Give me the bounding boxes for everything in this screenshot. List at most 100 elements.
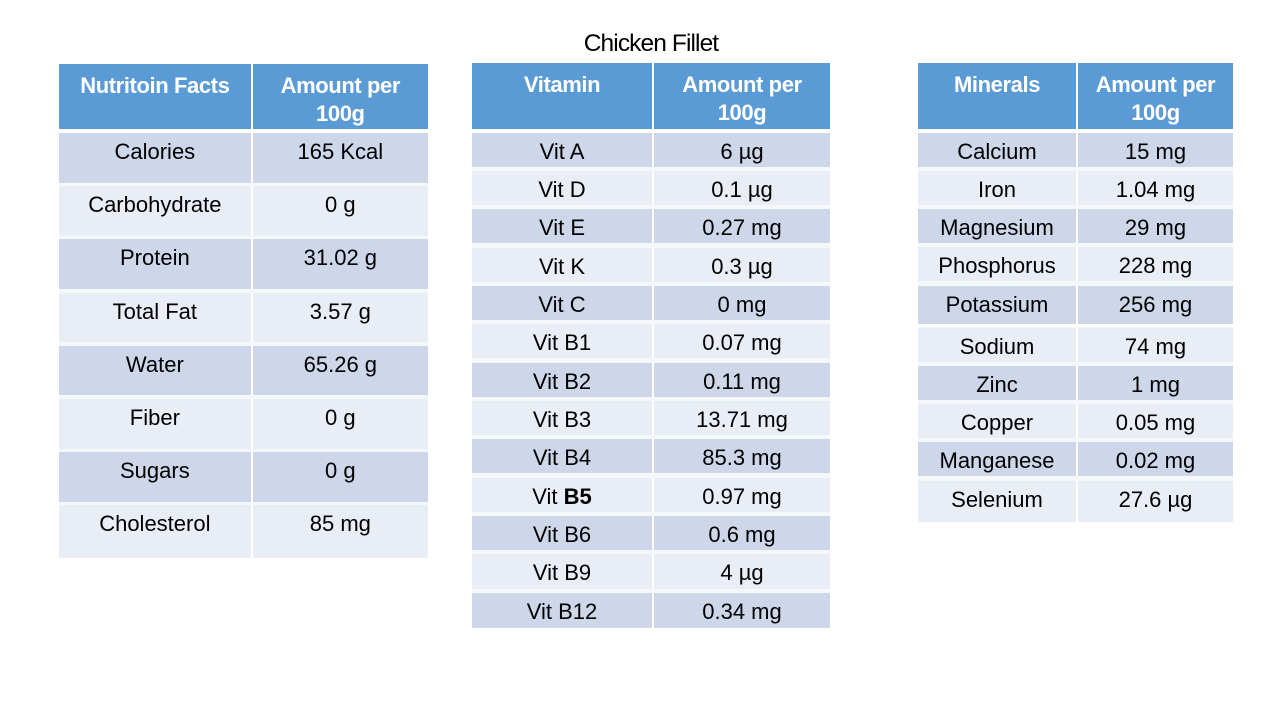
table-row: Vit K 0.3 µg [472,247,830,282]
table-row: Sugars 0 g [59,452,428,502]
row-label: Protein [59,239,251,290]
table-row: Vit B6 0.6 mg [472,516,830,551]
table-row: Calories 165 Kcal [59,133,428,183]
table-row: Sodium 74 mg [918,327,1233,362]
row-label: Sugars [59,452,251,502]
table-row: Vit B12 0.34 mg [472,592,830,628]
table-row: Vit B9 4 µg [472,554,830,589]
table-row: Cholesterol 85 mg [59,505,428,558]
row-value: 29 mg [1076,209,1233,244]
table-row: Vit B2 0.11 mg [472,362,830,397]
row-label: Phosphorus [918,247,1076,282]
row-value: 0.05 mg [1076,404,1233,439]
row-label: Vit B2 [472,362,652,397]
row-label: Vit E [472,209,652,244]
row-label: Vit C [472,285,652,321]
row-value: 0 g [250,399,428,449]
row-label: Vit A [472,132,652,167]
slide-title: Chicken Fillet [583,30,719,57]
nutrition-facts-header-label: Nutritoin Facts [80,73,230,98]
row-value: 256 mg [1076,285,1233,324]
row-label: Fiber [59,399,251,449]
amount-per-100g-header: Amount per 100g [652,63,830,129]
row-value: 65.26 g [250,345,428,396]
row-value: 0.11 mg [652,362,830,397]
table-row: Selenium 27.6 µg [918,480,1233,523]
table-row: Total Fat 3.57 g [59,292,428,343]
row-value: 31.02 g [250,239,428,290]
row-value: 0 g [250,186,428,236]
table-row: Fiber 0 g [59,399,428,449]
table-row: Potassium 256 mg [918,285,1233,324]
row-label: Vit B12 [472,592,652,628]
row-value: 228 mg [1076,247,1233,282]
row-label: Water [59,345,251,396]
row-value: 15 mg [1076,132,1233,167]
row-value: 0.1 µg [652,170,830,206]
nutrition-facts-table: Nutritoin Facts Amount per 100g Calories… [59,64,428,558]
table-row: Vit E 0.27 mg [472,209,830,244]
row-label: Manganese [918,442,1076,477]
minerals-body: Calcium 15 mg Iron 1.04 mg Magnesium 29 mg Pho… [918,132,1233,523]
row-value: 0.02 mg [1076,442,1233,477]
table-row: Vit B3 13.71 mg [472,400,830,436]
row-value: 13.71 mg [652,400,830,436]
amount-per-100g-header: Amount per 100g [1076,63,1233,129]
row-value: 0.97 mg [652,477,830,512]
row-value: 85.3 mg [652,439,830,474]
table-row: Protein 31.02 g [59,239,428,290]
row-label: Calories [59,133,251,183]
row-label: Selenium [918,480,1076,523]
table-row: Vit B5 0.97 mg [472,477,830,512]
vitamins-header-label: Vitamin [523,72,601,97]
row-label: Iron [918,170,1076,205]
table-row: Vit B4 85.3 mg [472,439,830,474]
table-row: Zinc 1 mg [918,365,1233,400]
group-separator [918,323,1233,328]
row-label: Carbohydrate [59,186,251,236]
row-label: Potassium [918,285,1076,324]
row-label: Calcium [918,132,1076,167]
row-value: 0.3 µg [652,247,830,282]
table-row: Iron 1.04 mg [918,170,1233,205]
row-value: 165 Kcal [250,133,428,183]
minerals-header-label: Minerals [953,72,1041,97]
row-value: 4 µg [652,554,830,589]
table-row: Vit D 0.1 µg [472,170,830,206]
row-value: 27.6 µg [1076,480,1233,523]
table-row: Copper 0.05 mg [918,404,1233,439]
row-label: Cholesterol [59,505,251,558]
row-value: 0.27 mg [652,209,830,244]
row-value: 0.6 mg [652,516,830,551]
table-row: Phosphorus 228 mg [918,247,1233,282]
row-value: 0 mg [652,285,830,321]
row-label: Vit D [472,170,652,206]
row-label: Vit B9 [472,554,652,589]
table-row: Magnesium 29 mg [918,209,1233,244]
row-value: 1 mg [1076,365,1233,400]
row-label: Vit B3 [472,400,652,436]
row-label: Vit B4 [472,439,652,474]
row-label: Vit B5 [472,477,652,512]
table-row: Carbohydrate 0 g [59,186,428,236]
row-value: 0.34 mg [652,592,830,628]
row-label: Sodium [918,327,1076,362]
row-label: Vit B1 [472,324,652,359]
row-label: Vit B6 [472,516,652,551]
row-value: 1.04 mg [1076,170,1233,205]
table-row: Manganese 0.02 mg [918,442,1233,477]
vitamins-header: Vitamin Amount per 100g [472,63,830,129]
row-label: Magnesium [918,209,1076,244]
row-value: 74 mg [1076,327,1233,362]
table-row: Calcium 15 mg [918,132,1233,167]
minerals-table: Minerals Amount per 100g Calcium 15 mg Iro… [918,63,1233,523]
row-label: Total Fat [59,292,251,343]
nutrition-facts-body: Calories 165 Kcal Carbohydrate 0 g Protein 31… [59,133,428,558]
row-label: Zinc [918,365,1076,400]
row-value: 0 g [250,452,428,502]
table-row: Water 65.26 g [59,345,428,396]
amount-per-100g-header: Amount per 100g [250,64,428,129]
